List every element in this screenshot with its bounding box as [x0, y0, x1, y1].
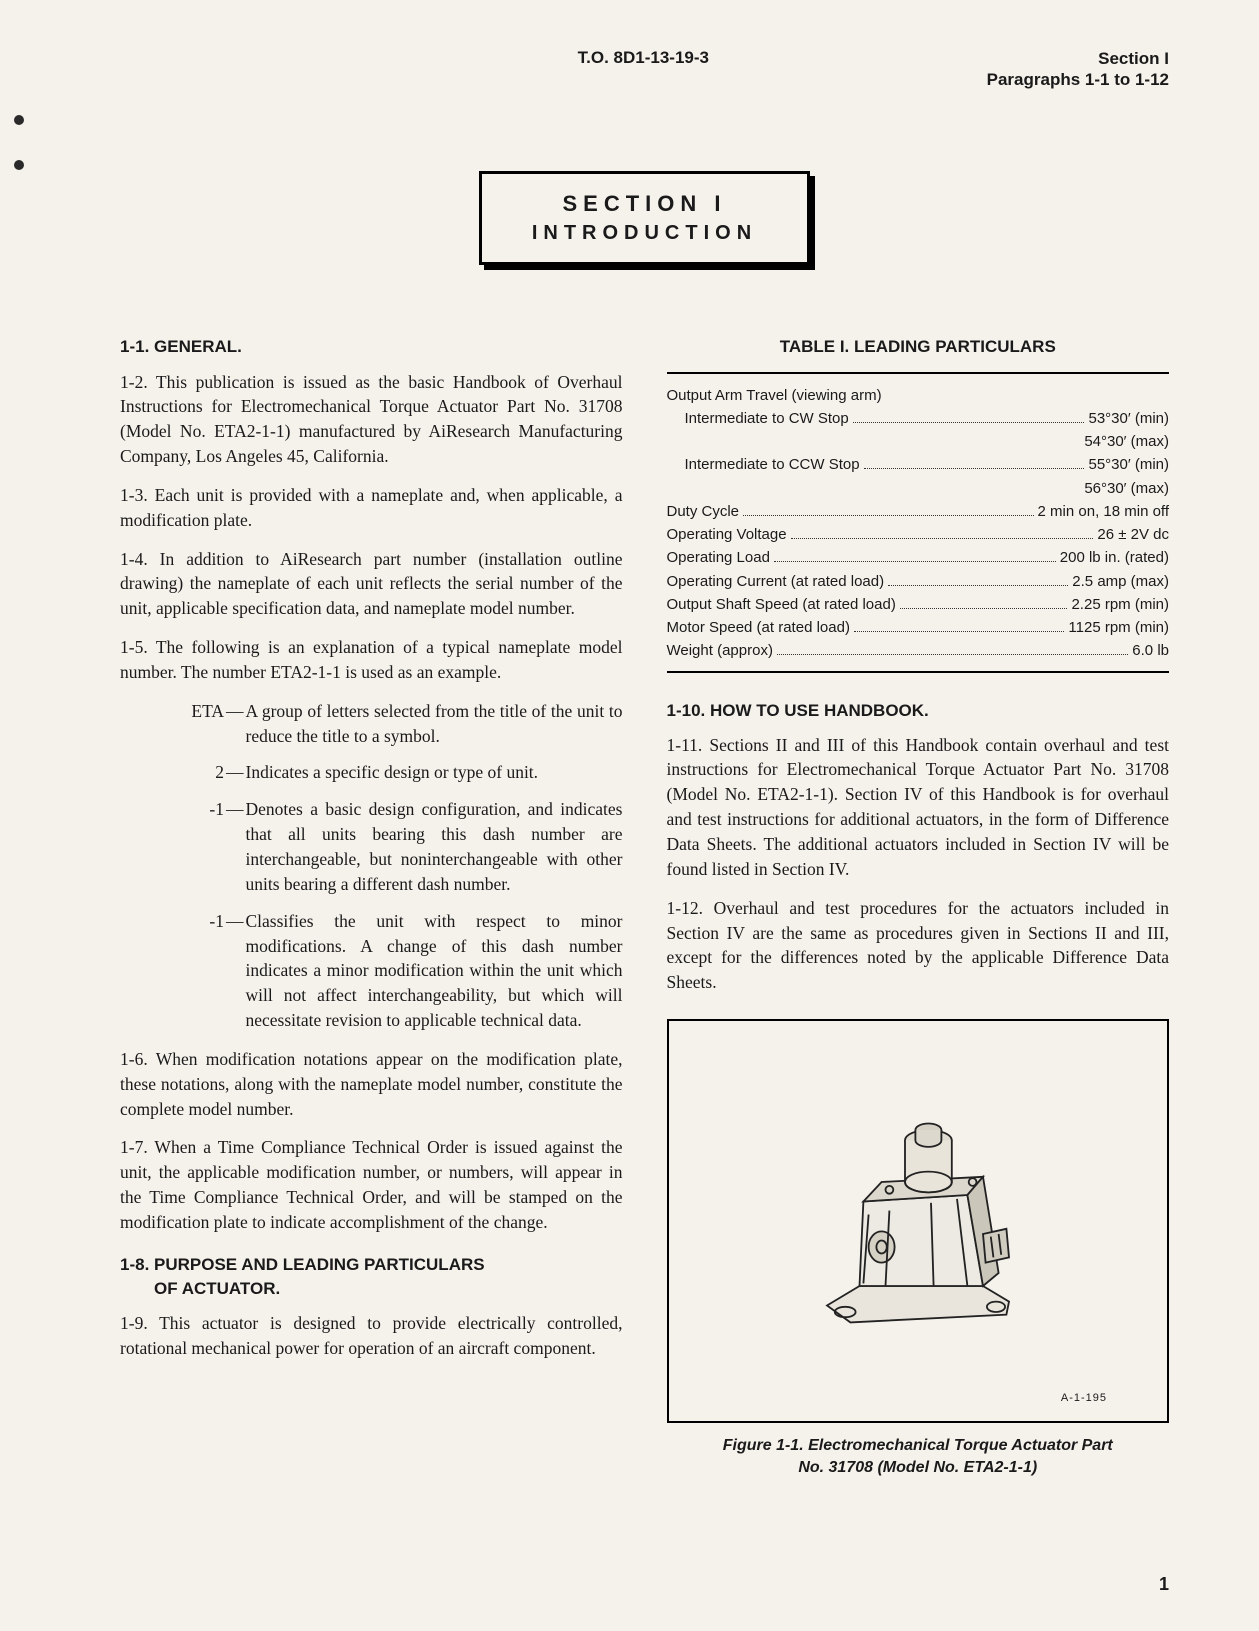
- table-row: Motor Speed (at rated load) 1125 rpm (mi…: [667, 616, 1170, 639]
- para-1-3: 1-3. Each unit is provided with a namepl…: [120, 483, 623, 533]
- table-row: 54°30′ (max): [667, 430, 1170, 453]
- header-right: Section I Paragraphs 1-1 to 1-12: [987, 48, 1169, 91]
- section-title-box: SECTION I INTRODUCTION: [479, 171, 810, 266]
- page-header: T.O. 8D1-13-19-3 Section I Paragraphs 1-…: [120, 48, 1169, 91]
- two-column-layout: 1-1. GENERAL. 1-2. This publication is i…: [120, 335, 1169, 1478]
- table-row: Duty Cycle 2 min on, 18 min off: [667, 500, 1170, 523]
- def-value: Denotes a basic design configuration, an…: [246, 797, 623, 896]
- def-key: ETA: [170, 699, 226, 749]
- to-number: T.O. 8D1-13-19-3: [300, 48, 987, 91]
- document-page: T.O. 8D1-13-19-3 Section I Paragraphs 1-…: [0, 0, 1259, 1631]
- def-key: 2: [170, 760, 226, 785]
- leading-particulars-table: Output Arm Travel (viewing arm) Intermed…: [667, 384, 1170, 663]
- def-value: A group of letters selected from the tit…: [246, 699, 623, 749]
- def-item: 2 — Indicates a specific design or type …: [170, 760, 623, 785]
- para-1-9: 1-9. This actuator is designed to provid…: [120, 1311, 623, 1361]
- section-title-container: SECTION I INTRODUCTION: [120, 171, 1169, 266]
- paragraph-range: Paragraphs 1-1 to 1-12: [987, 69, 1169, 90]
- def-value: Classifies the unit with respect to mino…: [246, 909, 623, 1033]
- figure-id-stamp: A-1-195: [1061, 1391, 1107, 1407]
- def-item: -1 — Denotes a basic design configuratio…: [170, 797, 623, 896]
- def-item: ETA — A group of letters selected from t…: [170, 699, 623, 749]
- scan-artifact: [14, 160, 24, 170]
- model-number-definitions: ETA — A group of letters selected from t…: [170, 699, 623, 1033]
- section-title-line1: SECTION I: [532, 188, 757, 220]
- table-row: Intermediate to CW Stop 53°30′ (min): [667, 407, 1170, 430]
- figure-caption: Figure 1-1. Electromechanical Torque Act…: [667, 1435, 1170, 1478]
- para-1-5: 1-5. The following is an explanation of …: [120, 635, 623, 685]
- left-column: 1-1. GENERAL. 1-2. This publication is i…: [120, 335, 623, 1478]
- table-row: Operating Voltage 26 ± 2V dc: [667, 523, 1170, 546]
- def-value: Indicates a specific design or type of u…: [246, 760, 623, 785]
- right-column: TABLE I. LEADING PARTICULARS Output Arm …: [667, 335, 1170, 1478]
- para-1-12: 1-12. Overhaul and test procedures for t…: [667, 896, 1170, 995]
- section-label: Section I: [987, 48, 1169, 69]
- para-1-11: 1-11. Sections II and III of this Handbo…: [667, 733, 1170, 882]
- table-row: Output Shaft Speed (at rated load) 2.25 …: [667, 593, 1170, 616]
- table-row: Operating Load 200 lb in. (rated): [667, 546, 1170, 569]
- def-item: -1 — Classifies the unit with respect to…: [170, 909, 623, 1033]
- heading-purpose: 1-8. PURPOSE AND LEADING PARTICULARS OF …: [120, 1253, 623, 1301]
- def-key: -1: [170, 909, 226, 1033]
- actuator-illustration-icon: [788, 1091, 1048, 1351]
- scan-artifact: [14, 115, 24, 125]
- def-key: -1: [170, 797, 226, 896]
- table-row: Intermediate to CCW Stop 55°30′ (min): [667, 453, 1170, 476]
- table-row: 56°30′ (max): [667, 477, 1170, 500]
- para-1-4: 1-4. In addition to AiResearch part numb…: [120, 547, 623, 622]
- heading-general: 1-1. GENERAL.: [120, 335, 623, 359]
- table-rule-top: [667, 372, 1170, 374]
- table-row: Output Arm Travel (viewing arm): [667, 384, 1170, 407]
- page-number: 1: [1159, 1574, 1169, 1595]
- table-row: Weight (approx) 6.0 lb: [667, 639, 1170, 662]
- para-1-2: 1-2. This publication is issued as the b…: [120, 370, 623, 469]
- figure-1-1-box: A-1-195: [667, 1019, 1170, 1423]
- table-row: Operating Current (at rated load) 2.5 am…: [667, 570, 1170, 593]
- para-1-6: 1-6. When modification notations appear …: [120, 1047, 623, 1122]
- section-title-line2: INTRODUCTION: [532, 219, 757, 248]
- table-rule-bottom: [667, 671, 1170, 673]
- para-1-7: 1-7. When a Time Compliance Technical Or…: [120, 1135, 623, 1234]
- table-title: TABLE I. LEADING PARTICULARS: [667, 335, 1170, 359]
- heading-how-to-use: 1-10. HOW TO USE HANDBOOK.: [667, 699, 1170, 723]
